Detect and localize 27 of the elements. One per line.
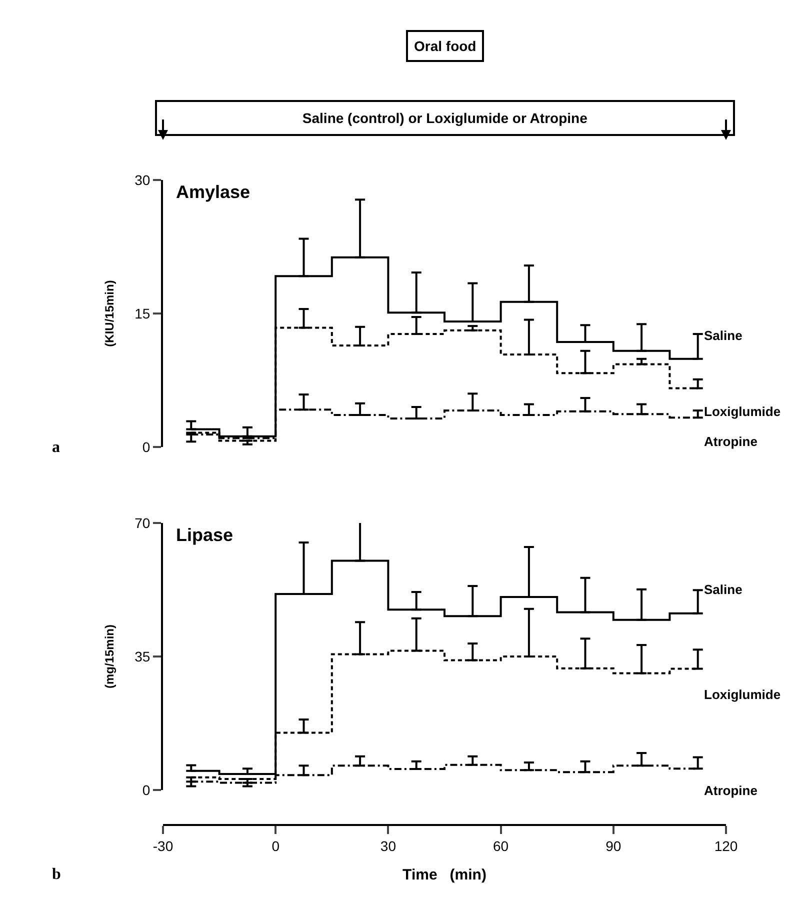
series-label: Loxiglumide [704, 404, 781, 419]
text: Saline (control) or Loxiglumide or Atropine [302, 110, 588, 126]
y-axis-title: (mg/15min) [102, 624, 116, 689]
text: b [52, 866, 61, 883]
x-tick-label: 0 [272, 838, 280, 854]
chart-title: Lipase [176, 525, 234, 545]
y-tick-label: 0 [142, 438, 150, 455]
x-axis-title: Time (min) [402, 866, 486, 884]
x-tick-label: -30 [152, 838, 174, 854]
x-tick-label: 60 [493, 838, 509, 854]
x-tick-label: 30 [380, 838, 396, 854]
y-tick-label: 70 [134, 514, 150, 531]
series-label: Saline [704, 328, 742, 343]
series-label: Loxiglumide [704, 687, 781, 702]
x-tick-label: 120 [714, 838, 738, 854]
y-tick-label: 0 [142, 782, 150, 798]
chart-title: Amylase [176, 182, 250, 202]
y-tick-label: 35 [134, 648, 150, 664]
series-label: Saline [704, 582, 742, 597]
series-label: Atropine [704, 434, 758, 449]
y-axis-title: (KIU/15min) [102, 280, 116, 347]
x-tick-label: 90 [606, 838, 622, 854]
y-tick-label: 30 [134, 172, 150, 188]
text: a [52, 439, 60, 456]
y-tick-label: 15 [134, 305, 150, 322]
series-label: Atropine [704, 783, 758, 798]
text: Oral food [414, 38, 476, 54]
